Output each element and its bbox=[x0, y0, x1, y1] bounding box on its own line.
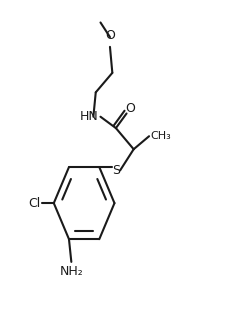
Text: HN: HN bbox=[79, 110, 98, 123]
Text: CH₃: CH₃ bbox=[150, 131, 171, 141]
Text: S: S bbox=[112, 164, 120, 177]
Text: O: O bbox=[125, 102, 135, 115]
Text: O: O bbox=[105, 29, 115, 42]
Text: NH₂: NH₂ bbox=[59, 265, 83, 278]
Text: Cl: Cl bbox=[28, 197, 41, 210]
